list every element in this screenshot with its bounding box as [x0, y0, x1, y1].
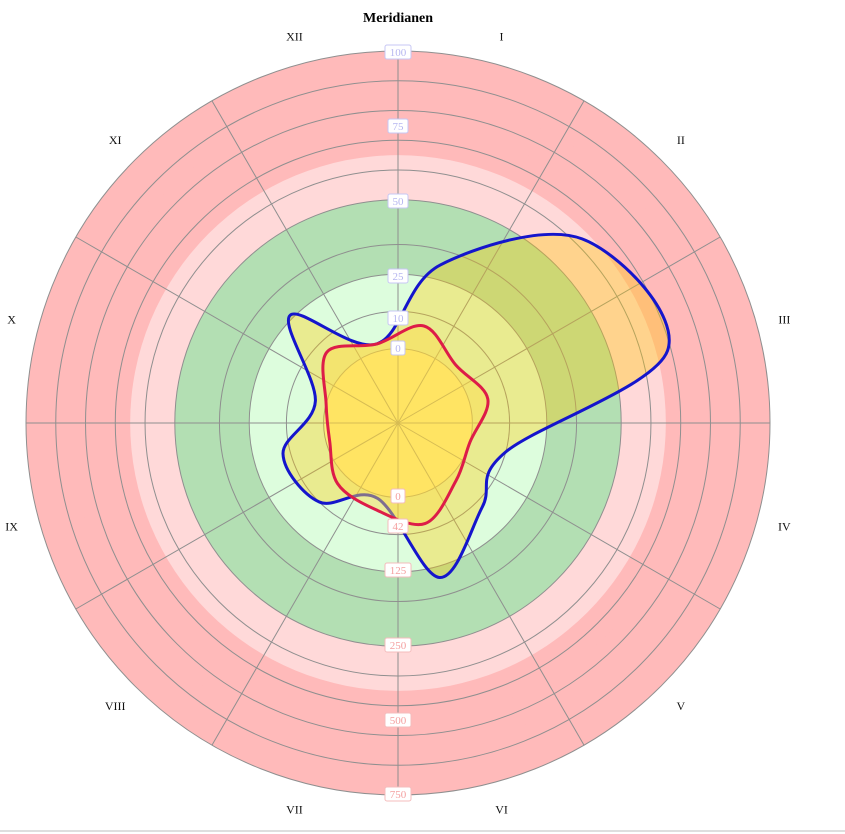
tick-box: [387, 118, 409, 134]
tick-box: [387, 310, 409, 326]
tick-box: [384, 44, 412, 60]
axis-label-ii: II: [677, 133, 685, 147]
tick-label: 25: [393, 271, 405, 283]
tick-label: 10: [393, 313, 405, 325]
axis-label-ix: IX: [5, 520, 18, 534]
axis-label-x: X: [7, 312, 16, 326]
tick-box: [384, 786, 412, 802]
axis-spoke: [211, 100, 399, 424]
tick-box: [390, 488, 406, 504]
axis-spoke: [75, 422, 399, 610]
tick-box: [390, 340, 406, 356]
data-series: [281, 232, 671, 579]
axis-label-i: I: [500, 30, 504, 44]
tick-box: [384, 712, 412, 728]
tick-box: [384, 562, 412, 578]
tick-label: 100: [390, 47, 407, 59]
axis-label-xi: XI: [109, 133, 122, 147]
scale-ticks: 0 10 25 50 75 100 0 42 125 250 500 750: [384, 44, 412, 802]
axis-spoke: [397, 422, 585, 746]
axis-spoke: [397, 236, 721, 424]
tick-label: 50: [393, 196, 405, 208]
tick-label: 250: [390, 640, 407, 652]
axis-label-v: V: [677, 699, 686, 713]
axis-spoke: [211, 422, 399, 746]
axis-label-vii: VII: [286, 802, 303, 816]
tick-box: [387, 518, 409, 534]
tick-label: 0: [395, 491, 401, 503]
tick-box: [387, 193, 409, 209]
tick-label: 125: [390, 565, 407, 577]
axis-label-vi: VI: [495, 802, 508, 816]
axis-spoke: [397, 100, 585, 424]
tick-box: [387, 268, 409, 284]
tick-label: 42: [393, 521, 404, 533]
tick-label: 750: [390, 789, 407, 801]
tick-label: 500: [390, 715, 407, 727]
tick-label: 75: [393, 121, 405, 133]
axis-label-xii: XII: [286, 30, 303, 44]
series-inner: [321, 324, 490, 527]
axis-label-iii: III: [778, 312, 790, 326]
axis-label-iv: IV: [778, 520, 791, 534]
axis-spoke: [75, 236, 399, 424]
series-outer: [281, 232, 671, 579]
chart-title: Meridianen: [363, 11, 433, 26]
axis-spokes: [26, 51, 770, 795]
axis-label-viii: VIII: [105, 699, 126, 713]
axis-spoke: [397, 422, 721, 610]
tick-box: [384, 637, 412, 653]
tick-label: 0: [395, 343, 401, 355]
